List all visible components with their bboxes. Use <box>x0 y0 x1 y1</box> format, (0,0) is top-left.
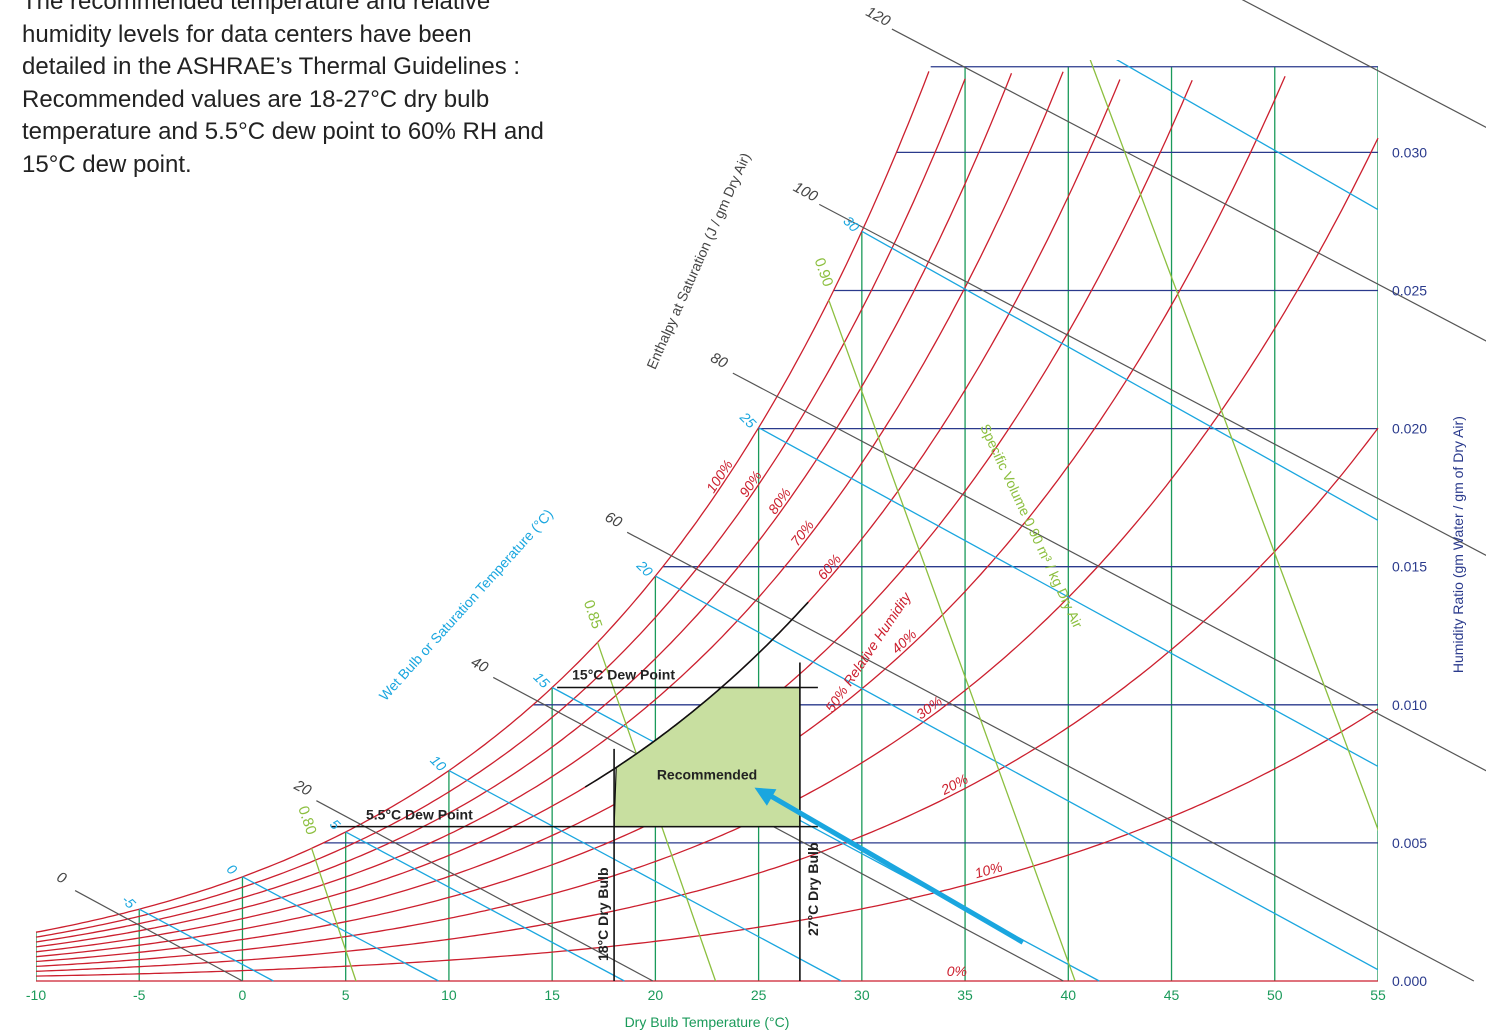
x-tick-label: 15 <box>544 987 560 1003</box>
enthalpy-line <box>732 372 1486 772</box>
wet-bulb-label: 0 <box>224 861 241 878</box>
wet-bulb-line <box>861 230 1378 522</box>
db-high-label: 27°C Dry Bulb <box>805 842 821 936</box>
arrow-head <box>754 787 777 806</box>
x-tick-label: 0 <box>239 987 247 1003</box>
rh-curve <box>35 71 930 933</box>
enthalpy-label: 20 <box>290 776 314 800</box>
enthalpy-lines: 020406080100120140 <box>54 0 1486 982</box>
enthalpy-line <box>818 203 1486 557</box>
x-tick-label: 5 <box>342 987 350 1003</box>
enthalpy-label: 40 <box>468 654 491 677</box>
wet-bulb-title: Wet Bulb or Saturation Temperature (°C) <box>376 506 556 704</box>
specific-volume-label: 0.85 <box>580 598 606 631</box>
wet-bulb-label: 10 <box>427 752 449 774</box>
enthalpy-line <box>74 890 243 982</box>
zone-label: Recommended <box>657 766 757 782</box>
enthalpy-line <box>891 28 1486 342</box>
y-tick-label: 0.000 <box>1392 973 1427 989</box>
y-tick-label: 0.030 <box>1392 144 1427 160</box>
enthalpy-label: 60 <box>602 509 625 532</box>
x-tick-label: 40 <box>1061 987 1077 1003</box>
rh-curve <box>35 137 1379 968</box>
rh-label: 80% <box>765 485 794 517</box>
specific-volume-title: Specific Volume 0.90 m³ / kg Dry Air <box>977 421 1086 630</box>
rh-curve <box>35 76 1286 963</box>
wet-bulb-label: -5 <box>119 892 139 912</box>
chart-labels: -505101520253035100%90%80%70%60%40%30%20… <box>119 150 1086 979</box>
y-axis-label: Humidity Ratio (gm Water / gm of Dry Air… <box>1450 416 1466 673</box>
x-tick-label: 10 <box>441 987 457 1003</box>
enthalpy-label: 100 <box>790 179 821 206</box>
wet-bulb-label: 25 <box>736 408 759 431</box>
x-tick-label: 45 <box>1164 987 1180 1003</box>
rh-curve <box>35 427 1379 972</box>
wet-bulb-label: 30 <box>840 213 862 235</box>
y-tick-label: 0.020 <box>1392 421 1427 437</box>
rh-label: 70% <box>787 517 817 549</box>
x-tick-label: 25 <box>751 987 767 1003</box>
x-tick-label: 35 <box>957 987 973 1003</box>
wet-bulb-line <box>448 770 842 982</box>
wet-bulb-lines <box>138 60 1378 982</box>
dew-low-label: 5.5°C Dew Point <box>366 807 473 823</box>
x-tick-label: 30 <box>854 987 870 1003</box>
relative-humidity-curves <box>35 71 1379 982</box>
rh-label: 40% <box>888 626 919 657</box>
enthalpy-line <box>492 676 1064 982</box>
rh-label: 100% <box>703 457 736 496</box>
dry-bulb-lines <box>36 66 1378 981</box>
dew-high-label: 15°C Dew Point <box>572 666 675 682</box>
enthalpy-title: Enthalpy at Saturation (J / gm Dry Air) <box>643 150 753 371</box>
y-tick-label: 0.005 <box>1392 835 1427 851</box>
specific-volume-line <box>828 299 1076 982</box>
enthalpy-label: 0 <box>54 869 70 888</box>
arrow-shaft <box>767 792 1025 945</box>
enthalpy-line <box>1241 0 1486 128</box>
specific-volume-label: 0.90 <box>811 256 837 289</box>
wet-bulb-line <box>345 831 625 982</box>
wet-bulb-label: 15 <box>531 669 553 691</box>
wet-bulb-line <box>655 575 1378 971</box>
y-tick-label: 0.010 <box>1392 697 1427 713</box>
wet-bulb-line <box>242 876 439 982</box>
wet-bulb-line <box>758 427 1378 768</box>
rh-label: 10% <box>973 858 1004 881</box>
rh-curve <box>35 79 1121 953</box>
db-low-label: 18°C Dry Bulb <box>595 867 611 961</box>
rh-curve <box>35 72 1013 943</box>
x-tick-label: 55 <box>1370 987 1386 1003</box>
x-axis-label: Dry Bulb Temperature (°C) <box>625 1014 790 1030</box>
recommended-zone <box>613 686 801 828</box>
rh-curve <box>35 71 1064 948</box>
specific-volume-line <box>1089 60 1378 832</box>
specific-volume-label: 0.80 <box>294 804 319 837</box>
x-tick-label: 50 <box>1267 987 1283 1003</box>
enthalpy-label: 80 <box>708 349 731 372</box>
y-tick-label: 0.015 <box>1392 559 1427 575</box>
x-tick-label: -10 <box>26 987 46 1003</box>
specific-volume-line <box>311 848 357 982</box>
recommended-zone-group: Recommended 5.5°C Dew Point 15°C Dew Point… <box>331 601 1025 981</box>
x-tick-label: 20 <box>648 987 664 1003</box>
rh-label: 90% <box>736 468 765 500</box>
rh-label: 0% <box>947 963 967 979</box>
rh-curve <box>35 708 1379 977</box>
y-tick-label: 0.025 <box>1392 283 1427 299</box>
intro-text: The recommended temperature and relative… <box>22 0 544 178</box>
enthalpy-label: 120 <box>863 3 894 30</box>
x-tick-label: -5 <box>133 987 146 1003</box>
humidity-ratio-lines <box>323 66 1378 844</box>
enthalpy-line <box>316 800 654 982</box>
axes: -10 -5 0 5 10 15 20 25 30 35 40 45 50 550.0000.0050.0… <box>26 144 1466 1030</box>
rh-max-boundary <box>584 601 809 788</box>
wet-bulb-line <box>1115 60 1378 211</box>
wet-bulb-label: 20 <box>633 557 656 580</box>
enthalpy-line <box>626 531 1475 982</box>
rh-curve <box>35 78 966 938</box>
wet-bulb-label: 5 <box>327 816 344 833</box>
wet-bulb-line <box>138 908 274 982</box>
